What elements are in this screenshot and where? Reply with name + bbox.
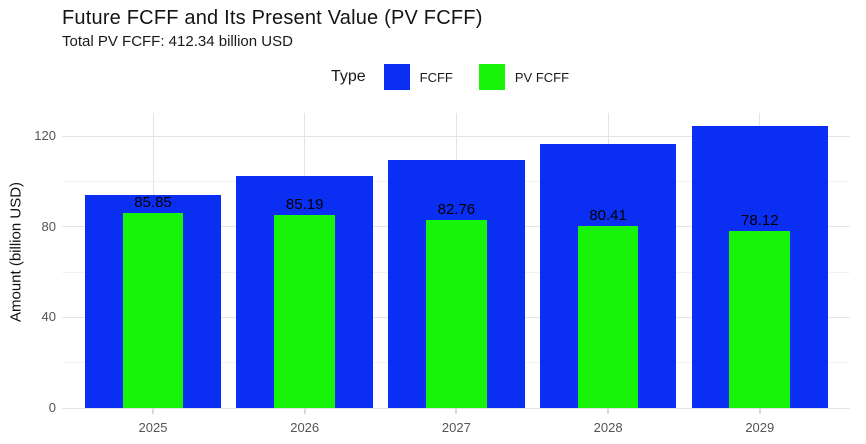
x-tick-label-2027: 2027 (441, 420, 471, 435)
chart-title: Future FCFF and Its Present Value (PV FC… (62, 7, 483, 29)
bar-pv-fcff-2029 (729, 230, 791, 408)
bar-pv-fcff-2026 (274, 214, 336, 408)
legend-swatch-icon (383, 64, 410, 90)
y-tick-label-120: 120 (34, 128, 56, 144)
y-tick-label-40: 40 (41, 309, 56, 325)
legend-item-fcff: FCFF (383, 64, 453, 90)
x-tick-2027 (455, 408, 458, 414)
x-tick-label-2029: 2029 (745, 420, 775, 435)
y-tick-label-0: 0 (48, 400, 56, 415)
bar-value-label-2026: 85.19 (285, 195, 324, 213)
x-tick-label-2026: 2026 (290, 420, 320, 435)
bar-pv-fcff-2025 (122, 213, 184, 408)
legend-title: Type (330, 68, 366, 85)
bar-value-label-2028: 80.41 (589, 206, 627, 224)
legend: Type FCFF PV FCFF (62, 62, 850, 92)
bar-value-label-2027: 82.76 (437, 201, 476, 219)
legend-swatch-icon (478, 64, 505, 90)
x-tick-2026 (303, 408, 306, 414)
bar-value-label-2029: 78.12 (741, 211, 779, 229)
bar-pv-fcff-2028 (577, 225, 639, 408)
legend-item-label: FCFF (419, 69, 453, 85)
chart-subtitle: Total PV FCFF: 412.34 billion USD (62, 33, 293, 50)
bar-pv-fcff-2027 (426, 220, 487, 408)
x-tick-2028 (607, 408, 610, 414)
x-tick-2025 (152, 408, 154, 414)
x-tick-label-2028: 2028 (593, 420, 623, 435)
legend-item-label: PV FCFF (514, 69, 570, 85)
x-tick-2029 (758, 408, 761, 414)
x-tick-label-2025: 2025 (138, 420, 168, 435)
y-axis-title: Amount (billion USD) (7, 181, 25, 323)
legend-item-pv-fcff: PV FCFF (478, 64, 570, 90)
y-tick-label-80: 80 (41, 218, 56, 234)
bar-value-label-2025: 85.85 (134, 194, 172, 212)
